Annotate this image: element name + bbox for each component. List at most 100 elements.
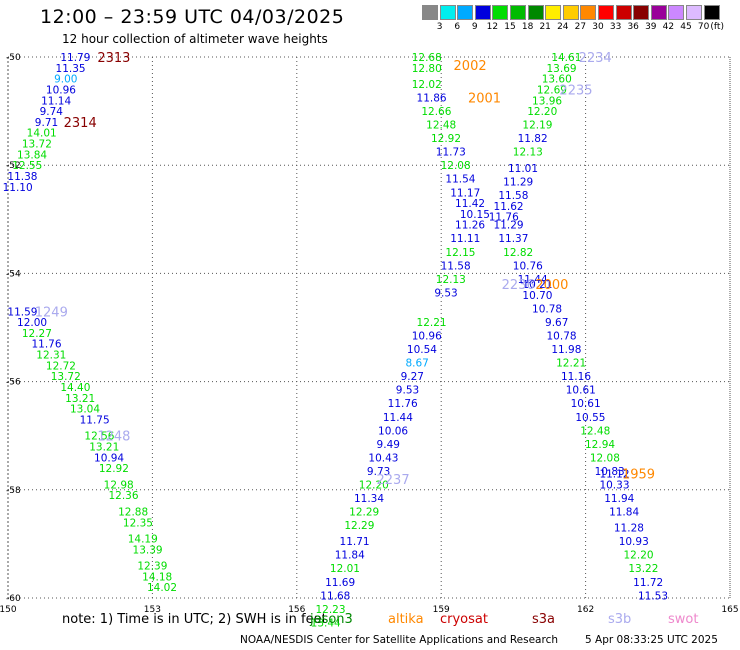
x-tick-label: 159 (433, 605, 450, 615)
colorbar-label: 45 (680, 22, 692, 32)
wave-height-label: 11.14 (41, 95, 71, 107)
wave-height-label: 11.42 (455, 198, 485, 210)
wave-height-label: 14.19 (128, 533, 158, 545)
footnote: note: 1) Time is in UTC; 2) SWH is in fe… (62, 612, 327, 627)
wave-height-label: 11.58 (441, 260, 471, 272)
wave-height-label: 12.21 (417, 317, 447, 329)
wave-height-label: 12.82 (503, 247, 533, 259)
wave-height-label: 13.96 (532, 95, 562, 107)
wave-height-label: 12.48 (426, 120, 456, 132)
wave-height-label: 12.20 (359, 479, 389, 491)
wave-height-label: 11.86 (417, 93, 447, 105)
colorbar-swatch (527, 5, 544, 20)
wave-height-label: 11.75 (80, 414, 110, 426)
wave-height-label: 10.54 (407, 344, 437, 356)
wave-height-label: 11.94 (604, 493, 634, 505)
wave-height-label: 13.04 (70, 404, 100, 416)
wave-height-label: 11.98 (551, 344, 581, 356)
wave-height-label: 12.29 (344, 520, 374, 532)
pass-number-label: 2314 (64, 116, 97, 131)
colorbar-swatch (668, 5, 685, 20)
wave-height-label: 10.94 (94, 452, 124, 464)
colorbar-label: 30 (592, 22, 604, 32)
pass-number-label: 1959 (622, 468, 655, 483)
wave-height-label: 12.92 (431, 133, 461, 145)
pass-number-label: 2234 (579, 51, 612, 66)
wave-height-label: 10.61 (571, 398, 601, 410)
colorbar-swatch (492, 5, 509, 20)
wave-height-label: 12.80 (412, 63, 442, 75)
wave-height-label: 10.61 (566, 385, 596, 397)
wave-height-label: 14.01 (27, 128, 57, 140)
wave-height-label: 12.31 (36, 350, 66, 362)
wave-height-label: 12.92 (99, 463, 129, 475)
wave-height-label: 12.00 (17, 317, 47, 329)
colorbar-label: 70 (697, 22, 710, 32)
colorbar-swatch (457, 5, 474, 20)
wave-height-label: 9.49 (377, 439, 400, 451)
wave-height-label: 11.01 (508, 163, 538, 175)
wave-height-label: 11.37 (498, 233, 528, 245)
wave-height-label: 13.60 (542, 74, 572, 86)
wave-height-label: 12.27 (22, 328, 52, 340)
colorbar-swatch (439, 5, 456, 20)
wave-height-label: 11.68 (320, 590, 350, 602)
wave-height-label: 12.23 (315, 604, 345, 616)
wave-height-label: 13.21 (89, 442, 119, 454)
pass-number-label: 2001 (468, 92, 501, 107)
colorbar-swatch (615, 5, 632, 20)
wave-height-label: 11.44 (518, 274, 548, 286)
y-tick-label: -52 (6, 161, 21, 171)
wave-height-label: 10.93 (619, 536, 649, 548)
wave-height-label: 11.58 (498, 190, 528, 202)
wave-height-label: 12.56 (84, 431, 114, 443)
wave-height-label: 10.76 (513, 260, 543, 272)
colorbar-label: 15 (504, 22, 516, 32)
pass-number-label: 2002 (454, 59, 487, 74)
x-tick-label: 165 (721, 605, 738, 615)
wave-height-label: 12.13 (513, 147, 543, 159)
wave-height-label: 14.02 (147, 582, 177, 594)
x-tick-label: 156 (288, 605, 305, 615)
wave-height-label: 11.73 (436, 147, 466, 159)
wave-height-label: 11.12 (599, 469, 629, 481)
wave-height-label: 12.08 (590, 452, 620, 464)
wave-height-label: 12.08 (441, 160, 471, 172)
wave-height-label: 11.17 (450, 187, 480, 199)
y-tick-label: -54 (6, 269, 21, 279)
wave-height-label: 14.40 (60, 382, 90, 394)
wave-height-label: 11.11 (450, 233, 480, 245)
colorbar-label: 3 (436, 22, 443, 32)
wave-height-label: 10.78 (547, 331, 577, 343)
wave-height-label: 11.71 (340, 536, 370, 548)
wave-height-label: 9.74 (40, 106, 64, 118)
wave-height-label: 12.39 (137, 561, 167, 573)
wave-height-label: 11.84 (335, 550, 365, 562)
pass-number-label: 2235 (559, 83, 592, 98)
wave-height-label: 11.53 (638, 590, 668, 602)
colorbar-label: 39 (645, 22, 657, 32)
colorbar-swatch (580, 5, 597, 20)
wave-height-label: 10.55 (575, 412, 605, 424)
wave-height-label: 12.01 (330, 563, 360, 575)
wave-height-label: 11.10 (3, 182, 33, 194)
satellite-legend-item: s3b (608, 612, 632, 627)
wave-height-label: 13.69 (547, 63, 577, 75)
wave-height-label: 12.21 (556, 358, 586, 370)
wave-height-label: 11.38 (7, 171, 37, 183)
wave-height-label: 10.21 (522, 279, 552, 291)
chart-subtitle: 12 hour collection of altimeter wave hei… (62, 32, 328, 46)
wave-height-label: 10.70 (522, 290, 552, 302)
wave-height-label: 10.43 (368, 452, 398, 464)
wave-height-label: 11.54 (445, 174, 475, 186)
plot-frame (7, 56, 731, 599)
wave-height-label: 12.88 (118, 506, 148, 518)
wave-height-label: 11.79 (60, 52, 90, 64)
colorbar-label: 33 (609, 22, 622, 32)
wave-height-label: 12.69 (537, 84, 567, 96)
wave-height-label: 10.06 (378, 425, 408, 437)
colorbar-swatch (474, 5, 491, 20)
colorbar-swatch (562, 5, 579, 20)
wave-height-label: 12.94 (585, 439, 615, 451)
